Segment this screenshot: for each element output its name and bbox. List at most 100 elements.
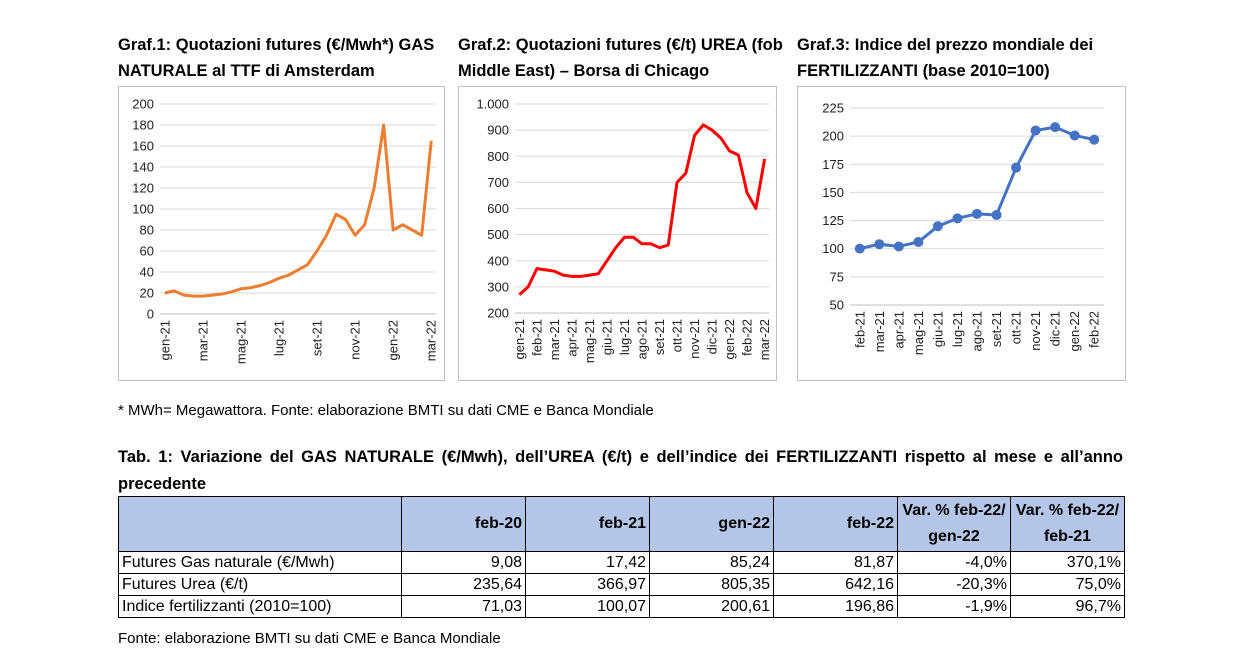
y-tick-label: 120 bbox=[132, 181, 154, 196]
line bbox=[859, 125, 1095, 251]
x-tick-label: giu-21 bbox=[599, 319, 614, 355]
y-tick-label: 175 bbox=[822, 157, 844, 172]
y-tick-label: 200 bbox=[132, 97, 154, 112]
x-tick-label: mar-22 bbox=[757, 319, 772, 360]
header-cell: gen-22 bbox=[649, 496, 774, 552]
frame bbox=[118, 86, 445, 381]
x-tick-label: set-21 bbox=[989, 311, 1004, 347]
x-tick-label: gen-22 bbox=[386, 320, 401, 360]
cell: 85,24 bbox=[649, 551, 774, 574]
table-row: Futures Urea (€/t) 235,64 366,97 805,35 642,… bbox=[118, 573, 1125, 596]
y-tick-label: 140 bbox=[132, 160, 154, 175]
y-tick-label: 180 bbox=[132, 118, 154, 133]
table: feb-20 feb-21 gen-22 feb-22 Var. % feb-22/ g… bbox=[118, 496, 1125, 618]
source: Fonte: elaborazione BMTI su dati CME e B… bbox=[118, 630, 501, 647]
cell: 366,97 bbox=[525, 573, 650, 596]
x-tick-label: set-21 bbox=[652, 319, 667, 355]
cell: 100,07 bbox=[525, 595, 650, 618]
y-tick-label: 50 bbox=[830, 298, 844, 313]
y-tick-label: 150 bbox=[822, 185, 844, 200]
cell: 71,03 bbox=[401, 595, 526, 618]
marker bbox=[893, 241, 904, 252]
x-tick-label: mar-22 bbox=[424, 320, 439, 361]
header-row: feb-20 feb-21 gen-22 feb-22 Var. % feb-22/ g… bbox=[118, 496, 1125, 552]
line bbox=[164, 123, 433, 298]
marker bbox=[991, 209, 1002, 220]
cell: 200,61 bbox=[649, 595, 774, 618]
cell: 81,87 bbox=[773, 551, 898, 574]
frame bbox=[458, 86, 777, 381]
row-label: Futures Urea (€/t) bbox=[118, 573, 402, 596]
cell: -1,9% bbox=[897, 595, 1011, 618]
marker bbox=[1011, 162, 1022, 173]
cell: -4,0% bbox=[897, 551, 1011, 574]
x-tick-label: nov-21 bbox=[1028, 311, 1043, 351]
y-tick-label: 400 bbox=[487, 253, 509, 268]
y-tick-label: 75 bbox=[830, 269, 844, 284]
y-tick-label: 700 bbox=[487, 175, 509, 190]
x-tick-label: ago-21 bbox=[635, 319, 650, 359]
x-tick-label: gen-21 bbox=[512, 319, 527, 359]
header-cell: feb-22 bbox=[773, 496, 898, 552]
cell: 9,08 bbox=[401, 551, 526, 574]
x-tick-label: lug-21 bbox=[271, 320, 286, 356]
row-label: Futures Gas naturale (€/Mwh) bbox=[118, 551, 402, 574]
marker bbox=[1069, 130, 1080, 141]
marker bbox=[854, 243, 865, 254]
x-tick-label: ott-21 bbox=[670, 319, 685, 352]
x-tick-label: feb-21 bbox=[529, 319, 544, 356]
cell: 17,42 bbox=[525, 551, 650, 574]
x-tick-label: set-21 bbox=[310, 320, 325, 356]
y-tick-label: 125 bbox=[822, 213, 844, 228]
marker bbox=[874, 239, 885, 250]
y-tick-label: 160 bbox=[132, 139, 154, 154]
marker bbox=[972, 208, 982, 219]
x-tick-label: feb-22 bbox=[1087, 311, 1102, 348]
chart-title: Graf.3: Indice del prezzo mondiale dei F… bbox=[797, 36, 1094, 80]
x-tick-label: mar-21 bbox=[872, 311, 887, 352]
marker bbox=[932, 221, 943, 232]
y-tick-label: 225 bbox=[822, 101, 844, 116]
cell: 75,0% bbox=[1010, 573, 1125, 596]
chart-title: Graf.2: Quotazioni futures (€/t) UREA (f… bbox=[458, 36, 783, 80]
header-cell: feb-20 bbox=[401, 496, 526, 552]
y-tick-label: 200 bbox=[487, 306, 509, 321]
table-row: Indice fertilizzanti (2010=100) 71,03 100,… bbox=[118, 595, 1125, 618]
x-tick-label: lug-21 bbox=[950, 311, 965, 347]
note: * MWh= Megawattora. Fonte: elaborazione … bbox=[118, 402, 654, 419]
cell: 805,35 bbox=[649, 573, 774, 596]
x-tick-label: ago-21 bbox=[970, 311, 985, 351]
x-tick-label: apr-21 bbox=[891, 311, 906, 349]
y-tick-label: 80 bbox=[140, 223, 154, 238]
x-tick-label: dic-21 bbox=[705, 319, 720, 354]
x-tick-label: lug-21 bbox=[617, 319, 632, 355]
y-tick-label: 60 bbox=[140, 244, 154, 259]
y-tick-label: 0 bbox=[147, 307, 154, 322]
x-tick-label: feb-22 bbox=[740, 319, 755, 356]
y-tick-label: 900 bbox=[487, 123, 509, 138]
x-tick-label: giu-21 bbox=[930, 311, 945, 347]
x-tick-label: mag-21 bbox=[911, 311, 926, 355]
x-tick-label: mar-21 bbox=[195, 320, 210, 361]
x-tick-label: feb-21 bbox=[852, 311, 867, 348]
marker bbox=[1050, 122, 1061, 133]
cell: 370,1% bbox=[1010, 551, 1125, 574]
x-tick-label: apr-21 bbox=[564, 319, 579, 357]
marker bbox=[1089, 134, 1100, 145]
header-cell: Var. % feb-22/ feb-21 bbox=[1010, 496, 1125, 552]
y-tick-label: 300 bbox=[487, 279, 509, 294]
x-tick-label: gen-21 bbox=[157, 320, 172, 360]
x-tick-label: mag-21 bbox=[233, 320, 248, 364]
cell: 235,64 bbox=[401, 573, 526, 596]
y-tick-label: 800 bbox=[487, 149, 509, 164]
marker bbox=[913, 236, 924, 247]
x-tick-label: mar-21 bbox=[547, 319, 562, 360]
row-label: Indice fertilizzanti (2010=100) bbox=[118, 595, 402, 618]
y-tick-label: 100 bbox=[132, 202, 154, 217]
table-title: Tab. 1: Variazione del GAS NATURALE (€/M… bbox=[118, 448, 1123, 493]
y-tick-label: 600 bbox=[487, 201, 509, 216]
y-tick-label: 500 bbox=[487, 227, 509, 242]
cell: 96,7% bbox=[1010, 595, 1125, 618]
